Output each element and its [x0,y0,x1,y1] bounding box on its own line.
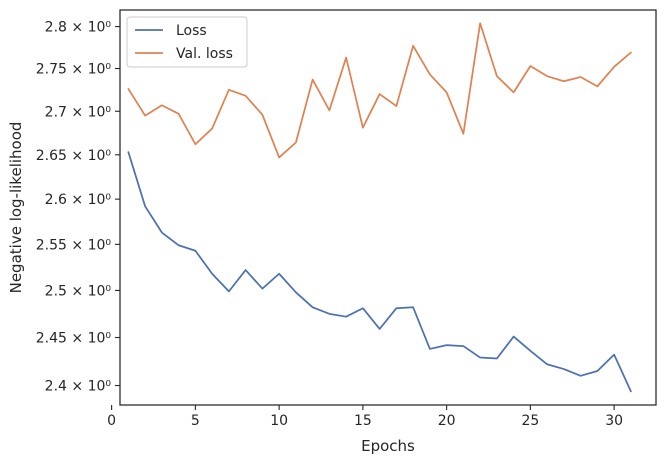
y-tick-label: 2.6 × 10⁰ [45,192,112,208]
series-line-loss [127,151,632,393]
x-tick-label: 15 [354,413,372,429]
legend-label-loss: Loss [176,23,207,39]
x-tick-label: 30 [605,413,623,429]
y-tick-label: 2.8 × 10⁰ [45,20,112,36]
y-tick-label: 2.75 × 10⁰ [36,62,112,78]
x-tick-label: 0 [107,413,116,429]
legend-label-val-loss: Val. loss [176,46,233,62]
y-tick-label: 2.7 × 10⁰ [45,104,112,120]
y-axis: 2.4 × 10⁰ 2.45 × 10⁰ 2.5 × 10⁰ 2.55 × 10⁰ 2.… [36,20,120,395]
legend: Loss Val. loss [126,16,248,68]
x-tick-label: 20 [438,413,456,429]
x-axis: 0 5 10 15 20 25 30 [107,405,623,429]
y-tick-label: 2.45 × 10⁰ [36,331,112,347]
x-tick-label: 10 [270,413,288,429]
y-axis-label: Negative log-likelihood [7,122,25,294]
plot-background [120,10,656,405]
x-tick-label: 25 [521,413,539,429]
x-tick-label: 5 [191,413,200,429]
y-tick-label: 2.4 × 10⁰ [45,379,112,395]
plot-frame [119,9,657,406]
series-layer [127,22,632,393]
series-line-val-loss [127,22,632,159]
y-tick-label: 2.55 × 10⁰ [36,237,112,253]
x-axis-label: Epochs [361,437,415,455]
y-tick-label: 2.65 × 10⁰ [36,148,112,164]
y-tick-label: 2.5 × 10⁰ [45,283,112,299]
